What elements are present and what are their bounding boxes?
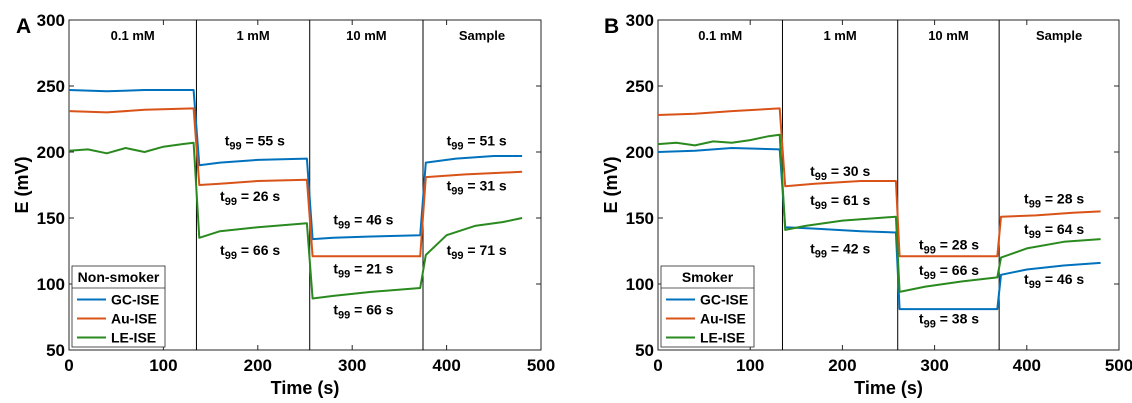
y-tick-label: 50 — [46, 341, 65, 360]
y-tick-label: 300 — [37, 11, 65, 30]
x-tick-label: 300 — [338, 356, 366, 375]
segment-label-1-mm: 1 mM — [823, 28, 856, 43]
y-tick-label: 250 — [626, 77, 654, 96]
panel-a-chart: 0.1 mM 1 mM 10 mM Sample 0 100 200 300 400 500 50 1… — [12, 11, 555, 398]
y-tick-label: 150 — [626, 209, 654, 228]
t99-annotation: t99 = 30 s — [810, 163, 870, 183]
segment-label-0-1-mm: 0.1 mM — [698, 28, 742, 43]
series-line-au-ise — [657, 107, 1101, 258]
t99-annotation: t99 = 42 s — [810, 241, 870, 261]
t99-annotation: t99 = 64 s — [1024, 221, 1084, 241]
legend-title: Smoker — [682, 269, 734, 285]
t99-annotation: t99 = 28 s — [919, 237, 979, 257]
x-tick-label: 0 — [653, 356, 662, 375]
x-tick-label: 500 — [527, 356, 555, 375]
panel-letter: B — [604, 15, 619, 38]
t99-annotation: t99 = 66 s — [220, 242, 280, 262]
legend-label-le-ise: LE-ISE — [111, 330, 156, 346]
segment-label-0-1-mm: 0.1 mM — [111, 28, 155, 43]
t99-annotation: t99 = 51 s — [447, 132, 507, 152]
x-axis-title: Time (s) — [271, 378, 340, 398]
legend: Non-smoker GC-ISE Au-ISE LE-ISE — [71, 265, 166, 348]
x-tick-label: 200 — [244, 356, 272, 375]
plot-frame — [68, 19, 542, 351]
x-axis-title: Time (s) — [854, 378, 923, 398]
legend-label-gc-ise: GC-ISE — [111, 292, 159, 308]
t99-annotation: t99 = 46 s — [1024, 271, 1084, 291]
series-line-le-ise — [657, 133, 1101, 293]
y-tick-label: 300 — [626, 11, 654, 30]
y-tick-label: 250 — [37, 77, 65, 96]
legend: Smoker GC-ISE Au-ISE LE-ISE — [660, 265, 755, 348]
t99-annotation: t99 = 26 s — [220, 188, 280, 208]
legend-box — [71, 265, 166, 348]
series-line-gc-ise — [68, 89, 523, 241]
y-tick-label: 200 — [37, 143, 65, 162]
x-tick-label: 300 — [920, 356, 948, 375]
legend-label-au-ise: Au-ISE — [700, 311, 746, 327]
y-tick-label: 100 — [37, 275, 65, 294]
plot-frame — [657, 19, 1120, 351]
t99-annotation: t99 = 66 s — [333, 301, 393, 321]
panel-letter: A — [16, 15, 31, 38]
legend-label-au-ise: Au-ISE — [111, 311, 157, 327]
y-tick-label: 100 — [626, 275, 654, 294]
panel-b-chart: 0.1 mM 1 mM 10 mM Sample 0 100 200 300 400 500 50 1… — [601, 11, 1132, 398]
legend-label-gc-ise: GC-ISE — [700, 292, 748, 308]
legend-box — [660, 265, 755, 348]
series-line-au-ise — [68, 107, 523, 258]
legend-label-le-ise: LE-ISE — [700, 330, 745, 346]
segment-label-10-mm: 10 mM — [928, 28, 968, 43]
segment-label-sample: Sample — [1036, 28, 1082, 43]
y-tick-label: 150 — [37, 209, 65, 228]
t99-annotation: t99 = 66 s — [919, 262, 979, 282]
t99-annotation: t99 = 55 s — [225, 132, 285, 152]
legend-title: Non-smoker — [78, 269, 160, 285]
y-tick-label: 200 — [626, 143, 654, 162]
t99-annotation: t99 = 31 s — [447, 177, 507, 197]
x-tick-label: 400 — [432, 356, 460, 375]
y-tick-label: 50 — [635, 341, 654, 360]
segment-label-sample: Sample — [459, 28, 505, 43]
t99-annotation: t99 = 46 s — [333, 212, 393, 232]
x-tick-label: 400 — [1013, 356, 1041, 375]
segment-label-10-mm: 10 mM — [346, 28, 386, 43]
x-tick-label: 100 — [149, 356, 177, 375]
t99-annotation: t99 = 21 s — [333, 260, 393, 280]
y-axis-title: E (mV) — [601, 156, 621, 213]
x-tick-label: 0 — [64, 356, 73, 375]
t99-annotation: t99 = 38 s — [919, 311, 979, 331]
series-line-le-ise — [68, 141, 523, 300]
y-axis-title: E (mV) — [12, 156, 32, 213]
t99-annotation: t99 = 61 s — [810, 192, 870, 212]
x-tick-label: 500 — [1105, 356, 1132, 375]
x-tick-label: 100 — [736, 356, 764, 375]
x-tick-label: 200 — [828, 356, 856, 375]
t99-annotation: t99 = 71 s — [447, 242, 507, 262]
segment-label-1-mm: 1 mM — [236, 28, 269, 43]
t99-annotation: t99 = 28 s — [1024, 190, 1084, 210]
